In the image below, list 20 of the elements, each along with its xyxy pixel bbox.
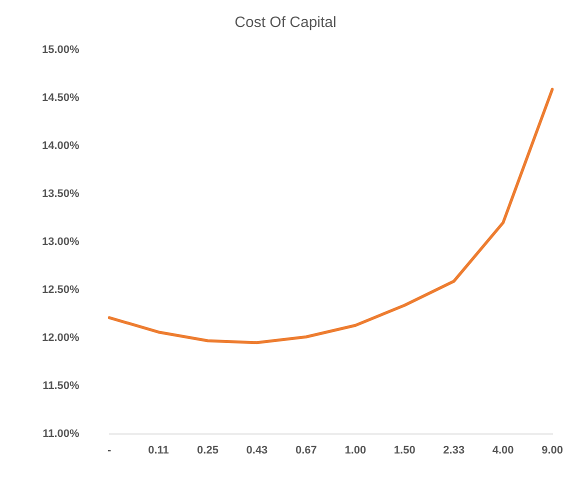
x-tick-label: 1.50 — [394, 444, 416, 456]
y-tick-label: 11.00% — [42, 428, 80, 440]
y-tick-label: 13.50% — [42, 188, 80, 200]
x-tick-label: 9.00 — [542, 444, 564, 456]
y-tick-label: 14.00% — [42, 140, 80, 152]
y-tick-label: 12.50% — [42, 284, 80, 296]
x-tick-label: 2.33 — [443, 444, 465, 456]
y-tick-label: 15.00% — [42, 44, 80, 56]
y-tick-label: 13.00% — [42, 236, 80, 248]
x-tick-label: 0.11 — [148, 444, 169, 456]
x-tick-label: 0.43 — [246, 444, 268, 456]
chart-title: Cost Of Capital — [234, 14, 336, 32]
x-tick-label: 1.00 — [344, 444, 366, 456]
y-tick-label: 11.50% — [42, 380, 80, 392]
x-tick-label: 0.67 — [295, 444, 317, 456]
x-tick-label: 4.00 — [492, 444, 514, 456]
x-tick-label: - — [107, 444, 112, 456]
y-tick-label: 12.00% — [42, 332, 80, 344]
y-tick-label: 14.50% — [42, 92, 80, 104]
x-tick-label: 0.25 — [197, 444, 218, 456]
